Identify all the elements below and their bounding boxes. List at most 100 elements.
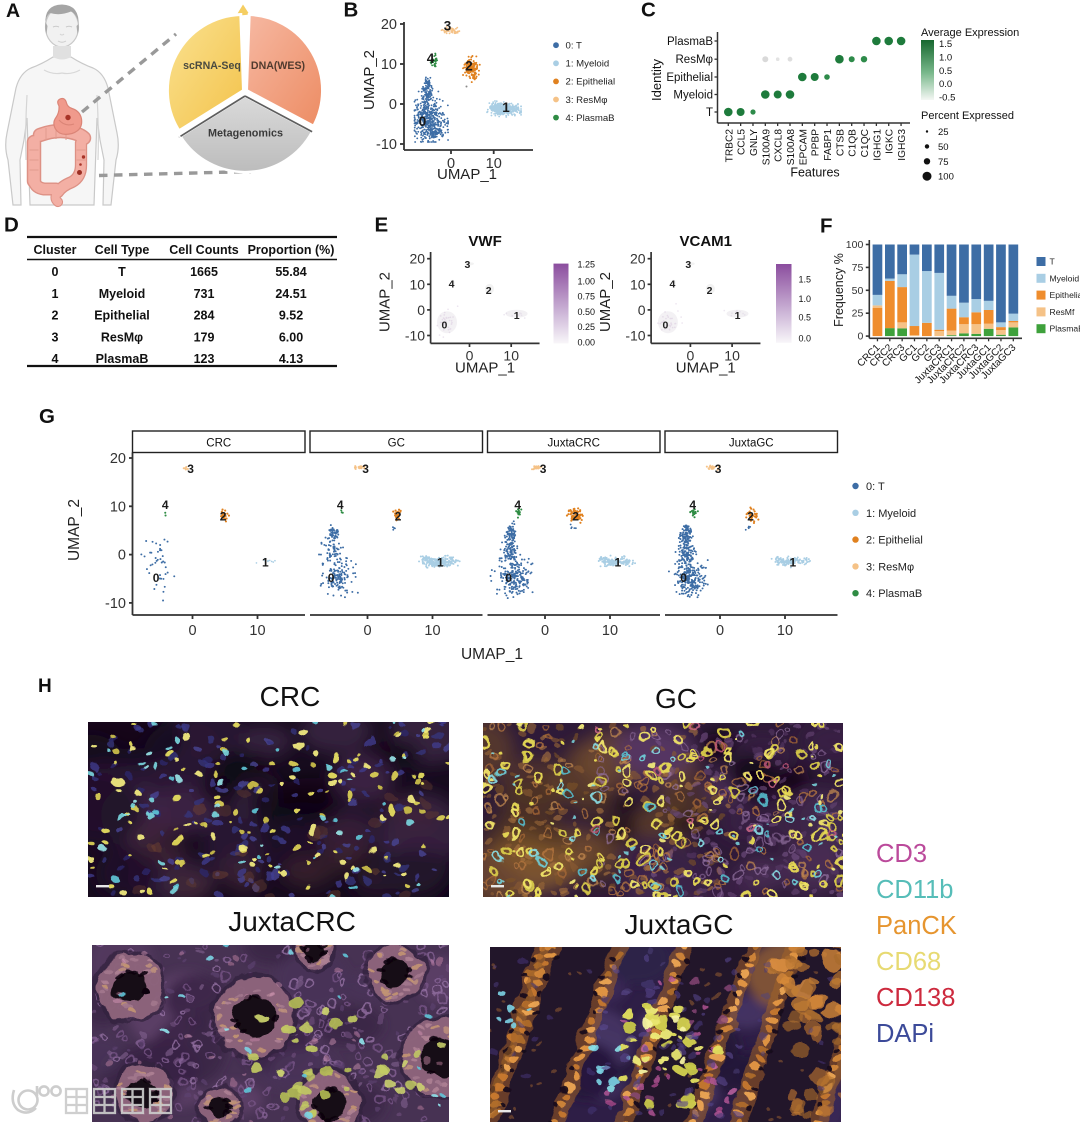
svg-text:25: 25 [852,308,864,320]
svg-text:1665: 1665 [190,265,218,279]
svg-text:3: 3 [685,259,691,271]
svg-text:1.5: 1.5 [939,39,952,50]
svg-text:1: 1 [52,287,59,301]
svg-text:1.5: 1.5 [799,275,812,285]
svg-text:0: 0 [328,571,335,585]
svg-text:10: 10 [724,348,740,364]
svg-text:UMAP_1: UMAP_1 [437,166,497,183]
svg-text:1.00: 1.00 [578,276,596,286]
svg-text:0: 0 [716,623,724,639]
svg-text:3: 3 [52,330,59,344]
svg-text:0: 0 [857,331,863,343]
svg-text:20: 20 [410,251,426,267]
svg-text:GNLY: GNLY [749,129,760,156]
svg-text:ResMφ: ResMφ [676,54,714,66]
svg-text:UMAP_2: UMAP_2 [377,272,394,332]
svg-text:CCL5: CCL5 [737,129,748,155]
svg-text:2: 2 [486,285,492,297]
svg-text:0: 0 [505,571,512,585]
svg-text:IGHG3: IGHG3 [897,129,908,161]
svg-text:CD3: CD3 [876,840,927,868]
svg-text:UMAP_2: UMAP_2 [361,50,378,110]
svg-text:0: 0 [153,571,160,585]
svg-text:3: 3 [444,19,452,34]
svg-text:Frequency %: Frequency % [832,253,846,327]
svg-text:-10: -10 [105,596,126,612]
svg-text:VCAM1: VCAM1 [680,233,733,250]
svg-text:DNA(WES): DNA(WES) [251,60,305,72]
svg-text:T: T [1050,257,1056,267]
svg-text:20: 20 [630,251,646,267]
svg-text:FABP1: FABP1 [823,129,834,161]
svg-text:ResMf: ResMf [1050,307,1075,317]
svg-text:284: 284 [194,309,215,323]
svg-text:0.00: 0.00 [578,337,596,347]
svg-text:3: 3 [187,462,194,476]
svg-text:UMAP_2: UMAP_2 [597,272,614,332]
svg-text:0.25: 0.25 [578,322,596,332]
svg-text:50: 50 [852,285,864,297]
svg-text:100: 100 [938,172,954,183]
svg-text:100: 100 [846,239,864,251]
svg-text:IGKC: IGKC [885,129,896,154]
svg-text:24.51: 24.51 [275,287,306,301]
svg-text:4: 4 [689,498,696,512]
svg-text:0.5: 0.5 [939,66,952,77]
svg-text:PlasmaB: PlasmaB [1050,324,1080,334]
svg-text:JuxtaGC: JuxtaGC [729,438,774,450]
svg-text:20: 20 [381,17,397,33]
svg-text:CRC: CRC [206,438,231,450]
svg-text:-10: -10 [376,137,397,153]
svg-text:0: T: 0: T [866,481,885,493]
svg-text:C: C [641,0,656,22]
svg-text:10: 10 [424,623,440,639]
svg-text:1: 1 [789,555,796,569]
svg-text:2: 2 [465,59,473,74]
svg-text:T: T [706,107,713,119]
svg-text:10: 10 [630,276,646,292]
svg-text:1: 1 [614,555,621,569]
svg-text:4: 4 [514,498,521,512]
svg-text:10: 10 [777,623,793,639]
svg-text:3: 3 [464,259,470,271]
svg-text:1: Myeloid: 1: Myeloid [566,59,610,70]
svg-text:Epithelial: Epithelial [1050,290,1080,300]
svg-text:1: 1 [735,310,741,322]
svg-text:1: 1 [502,100,510,115]
svg-text:UMAP_1: UMAP_1 [461,646,523,663]
svg-text:0: 0 [442,320,448,332]
svg-text:0: 0 [638,302,646,318]
svg-text:-0.5: -0.5 [939,93,955,104]
svg-text:731: 731 [194,287,215,301]
svg-text:CD68: CD68 [876,948,941,976]
svg-text:1: 1 [514,310,520,322]
svg-text:0: T: 0: T [566,41,582,52]
svg-text:UMAP_1: UMAP_1 [676,360,736,377]
svg-text:JuxtaCRC: JuxtaCRC [548,438,600,450]
svg-text:0.0: 0.0 [799,333,812,343]
svg-text:Features: Features [790,166,839,180]
svg-text:EPCAM: EPCAM [798,129,809,165]
svg-text:55.84: 55.84 [275,265,306,279]
svg-text:10: 10 [249,623,265,639]
svg-text:DAPi: DAPi [876,1020,934,1048]
svg-text:1: 1 [262,555,269,569]
svg-text:scRNA-Seq: scRNA-Seq [183,60,241,72]
svg-text:4: 4 [670,278,676,290]
svg-text:10: 10 [602,623,618,639]
svg-text:4: 4 [449,278,455,290]
svg-text:PPBP: PPBP [811,129,822,156]
svg-text:2: 2 [707,285,713,297]
svg-text:50: 50 [938,142,949,153]
svg-text:10: 10 [381,57,397,73]
svg-text:PlasmaB: PlasmaB [667,36,713,48]
svg-text:3: 3 [715,462,722,476]
svg-text:4: 4 [52,352,59,366]
svg-text:10: 10 [110,499,126,515]
svg-text:Epithelial: Epithelial [666,72,713,84]
svg-text:JuxtaGC: JuxtaGC [625,909,734,940]
svg-text:0: 0 [188,623,196,639]
svg-text:4: 4 [427,51,435,66]
svg-text:4: 4 [162,498,169,512]
svg-text:G: G [39,405,55,428]
